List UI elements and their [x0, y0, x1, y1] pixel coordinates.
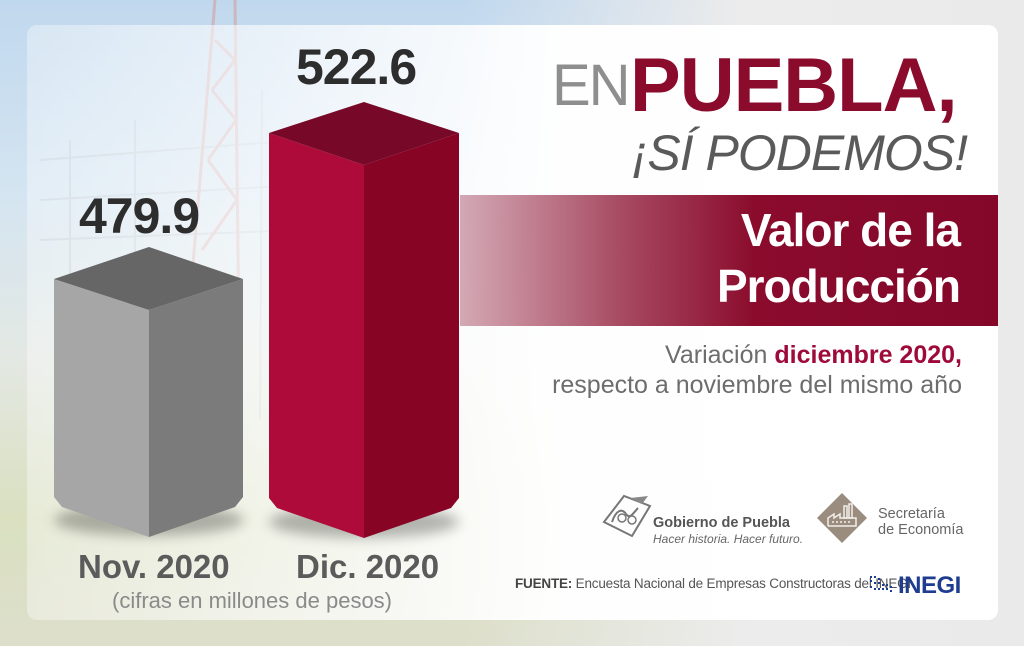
secretaria-text: Secretaría de Economía: [878, 506, 963, 538]
source-text: Encuesta Nacional de Empresas Constructo…: [572, 576, 912, 591]
banner-title-line1: Valor de la: [740, 204, 961, 256]
inegi-dots-icon: [870, 576, 892, 592]
bar-nov-2020: [54, 247, 244, 537]
factory-diamond-icon: [817, 493, 867, 543]
value-label-nov: 479.9: [79, 188, 200, 244]
units-note: (cifras en millones de pesos): [112, 588, 393, 613]
subtitle-line2: respecto a noviembre del mismo año: [552, 371, 962, 399]
subtitle-line1: Variación diciembre 2020,: [665, 341, 962, 370]
headline-prefix: EN: [552, 53, 631, 118]
inegi-logo: INEGI: [868, 572, 978, 599]
category-label-nov: Nov. 2020: [78, 548, 230, 585]
secretaria-line1: Secretaría: [878, 506, 945, 522]
inegi-label: INEGI: [898, 572, 961, 599]
gobierno-puebla-logo: Gobierno de Puebla Hacer historia. Hacer…: [602, 492, 804, 547]
source-label: FUENTE:: [515, 576, 573, 591]
gobierno-title: Gobierno de Puebla: [653, 515, 790, 531]
headline-slogan: ¡SÍ PODEMOS!: [631, 125, 968, 181]
secretaria-economia-logo: Secretaría de Economía: [816, 492, 976, 547]
puebla-emblem-icon: [602, 494, 652, 538]
secretaria-line2: de Economía: [878, 522, 964, 538]
subtitle-highlight: diciembre 2020,: [774, 341, 962, 369]
source-note: FUENTE: Encuesta Nacional de Empresas Co…: [515, 576, 911, 591]
subtitle-prefix: Variación: [665, 341, 775, 369]
banner-title-line2: Producción: [716, 260, 961, 312]
value-label-dic: 522.6: [296, 39, 417, 95]
headline-main: PUEBLA,: [630, 43, 958, 128]
gobierno-tagline: Hacer historia. Hacer futuro.: [653, 532, 804, 546]
category-label-dic: Dic. 2020: [296, 548, 440, 585]
bar-dic-2020: [269, 102, 459, 538]
title-banner: [460, 195, 998, 326]
